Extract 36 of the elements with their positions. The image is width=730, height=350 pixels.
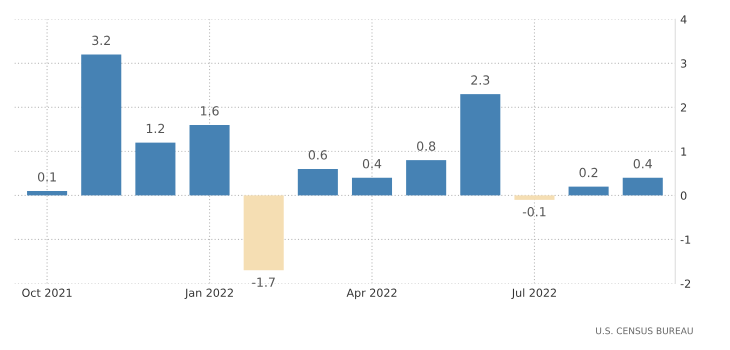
data-label: 0.8	[417, 141, 436, 151]
y-tick-label: 2	[680, 103, 686, 112]
y-tick-label: 4	[680, 15, 687, 24]
bar	[190, 124, 230, 196]
data-label: 0.2	[579, 168, 598, 178]
y-tick-label: -2	[680, 279, 690, 288]
y-tick-label: -1	[680, 236, 690, 244]
text: U.S. CENSUS BUREAU	[596, 327, 693, 334]
x-tick-label: Apr 2022	[346, 288, 396, 300]
bar	[352, 178, 392, 196]
data-label: -1.7	[252, 278, 275, 287]
data-label: 0.1	[38, 172, 56, 182]
y-tick-label: 0	[680, 191, 686, 200]
bar	[406, 160, 446, 196]
data-label: 2.3	[471, 75, 490, 85]
bar	[568, 186, 609, 196]
bar	[244, 195, 284, 270]
bar	[81, 54, 122, 196]
data-label: 0.4	[362, 158, 382, 168]
data-label: -0.1	[522, 206, 546, 216]
bar	[460, 94, 500, 196]
y-tick-label: 3	[680, 59, 686, 68]
data-label: 3.2	[92, 36, 110, 46]
data-label: 0.4	[634, 158, 652, 168]
y-tick-label: 1	[681, 147, 686, 156]
x-tick-label: Jul 2022	[511, 288, 556, 300]
bar	[135, 142, 176, 196]
bar	[298, 168, 338, 196]
x-tick-label: Oct 2021	[22, 288, 72, 297]
bar	[622, 178, 663, 196]
data-label: 1.6	[200, 106, 219, 116]
x-tick-label: Jan 2022	[184, 288, 233, 300]
bar	[514, 195, 554, 200]
data-label: 1.2	[146, 124, 164, 134]
data-label: 0.6	[308, 150, 327, 160]
bar	[27, 191, 68, 196]
